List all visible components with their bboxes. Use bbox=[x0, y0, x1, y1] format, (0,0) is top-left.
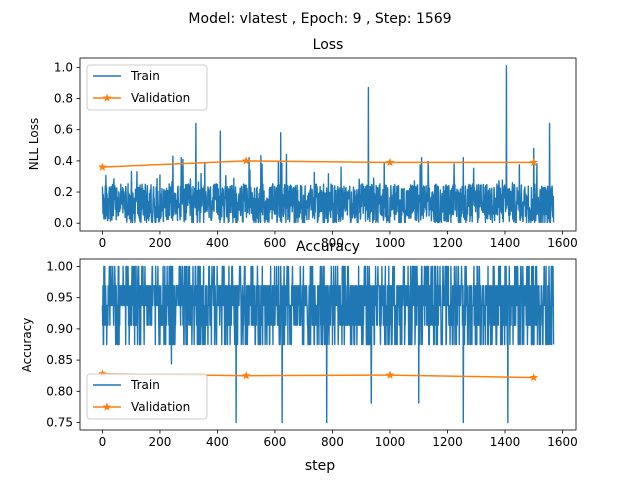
loss-xtick-label: 1000 bbox=[375, 236, 406, 250]
loss-ytick-label: 0.4 bbox=[54, 154, 73, 168]
accuracy-ytick-label: 0.95 bbox=[46, 291, 73, 305]
loss-legend: Train Validation bbox=[86, 64, 208, 111]
loss-ytick-label: 0.0 bbox=[54, 216, 73, 230]
accuracy-legend-validation-marker bbox=[102, 402, 112, 411]
accuracy-x-ticks: 0 200 400 600 800 1000 1200 1400 1600 bbox=[99, 430, 578, 449]
loss-x-ticks: 0 200 400 600 800 1000 1200 1400 1600 bbox=[99, 231, 578, 250]
accuracy-ytick-label: 1.00 bbox=[46, 259, 73, 273]
loss-validation-point-2 bbox=[385, 157, 395, 167]
loss-legend-validation-label: Validation bbox=[131, 91, 190, 105]
accuracy-xtick-label: 600 bbox=[263, 435, 286, 449]
accuracy-xtick-label: 1000 bbox=[375, 435, 406, 449]
loss-validation-point-3 bbox=[529, 157, 539, 167]
loss-series-group bbox=[98, 65, 555, 224]
loss-xtick-label: 800 bbox=[321, 236, 344, 250]
accuracy-xtick-label: 800 bbox=[321, 435, 344, 449]
figure-suptitle: Model: vlatest , Epoch: 9 , Step: 1569 bbox=[188, 11, 451, 27]
figure-xlabel: step bbox=[305, 458, 335, 474]
accuracy-ytick-label: 0.75 bbox=[46, 416, 73, 430]
accuracy-xtick-label: 200 bbox=[148, 435, 171, 449]
loss-xtick-label: 0 bbox=[99, 236, 107, 250]
accuracy-ytick-label: 0.85 bbox=[46, 353, 73, 367]
loss-xtick-label: 600 bbox=[263, 236, 286, 250]
loss-xtick-label: 1200 bbox=[432, 236, 463, 250]
loss-validation-point-1 bbox=[241, 156, 251, 165]
accuracy-ytick-label: 0.80 bbox=[46, 384, 73, 398]
loss-train-line bbox=[101, 65, 555, 224]
loss-title: Loss bbox=[313, 37, 344, 53]
accuracy-axes-frame bbox=[79, 258, 577, 431]
accuracy-subplot: 0 200 400 600 800 1000 1200 1400 1600 0.750.800.… bbox=[20, 239, 578, 474]
loss-ytick-label: 0.6 bbox=[54, 123, 73, 137]
loss-y-ticks: 0.0 0.2 0.4 0.6 0.8 1.0 bbox=[54, 60, 80, 230]
loss-xtick-label: 1400 bbox=[490, 236, 521, 250]
accuracy-train-line bbox=[101, 265, 555, 424]
loss-ylabel: NLL Loss bbox=[27, 118, 41, 170]
loss-xtick-label: 1600 bbox=[547, 236, 578, 250]
loss-validation-point-0 bbox=[98, 162, 107, 171]
accuracy-xtick-label: 1400 bbox=[490, 435, 521, 449]
accuracy-validation-point-2 bbox=[385, 370, 395, 379]
accuracy-title: Accuracy bbox=[296, 239, 360, 255]
accuracy-xtick-label: 1200 bbox=[432, 435, 463, 449]
loss-validation-line bbox=[102, 160, 534, 168]
accuracy-validation-point-3 bbox=[529, 372, 539, 382]
accuracy-legend-validation-label: Validation bbox=[131, 400, 190, 414]
loss-legend-train-label: Train bbox=[130, 69, 160, 83]
accuracy-ytick-label: 0.90 bbox=[46, 322, 73, 336]
loss-ytick-label: 0.2 bbox=[54, 185, 73, 199]
loss-ytick-label: 1.0 bbox=[54, 60, 73, 74]
loss-xtick-label: 400 bbox=[206, 236, 229, 250]
accuracy-validation-point-0 bbox=[98, 369, 107, 378]
loss-ytick-label: 0.8 bbox=[54, 92, 73, 106]
accuracy-xtick-label: 400 bbox=[206, 435, 229, 449]
accuracy-ylabel: Accuracy bbox=[20, 318, 34, 373]
accuracy-validation-point-1 bbox=[241, 371, 251, 380]
loss-axes-frame bbox=[79, 57, 577, 232]
accuracy-legend: Train Validation bbox=[86, 373, 208, 420]
loss-subplot: Loss 0 200 400 600 800 1000 1200 1400 1600 0.00.… bbox=[27, 37, 578, 250]
accuracy-xtick-label: 0 bbox=[99, 435, 107, 449]
accuracy-xtick-label: 1600 bbox=[547, 435, 578, 449]
accuracy-legend-train-label: Train bbox=[130, 378, 160, 392]
loss-xtick-label: 200 bbox=[148, 236, 171, 250]
accuracy-y-ticks: 0.75 0.80 0.85 0.90 0.95 1.00 bbox=[46, 259, 80, 430]
loss-legend-validation-marker bbox=[102, 93, 112, 102]
